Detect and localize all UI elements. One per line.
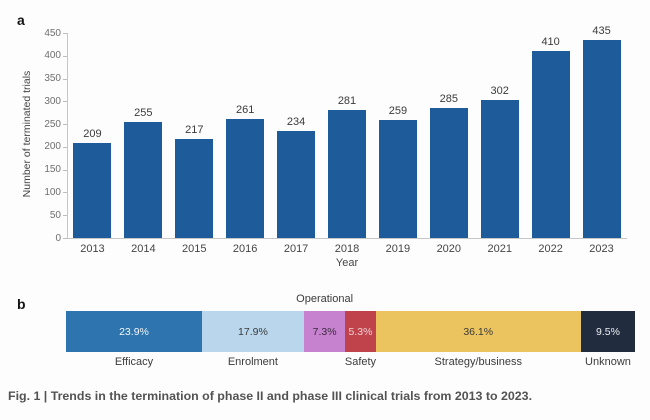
y-tick-mark	[63, 192, 67, 194]
y-tick-label: 200	[44, 141, 61, 153]
bar	[429, 108, 468, 238]
figure-caption: Fig. 1 | Trends in the termination of ph…	[8, 389, 533, 403]
bar-value-label: 410	[541, 36, 560, 49]
bar-value-label: 234	[286, 116, 306, 129]
x-tick-label: 2018	[334, 243, 360, 255]
bar-value-label: 302	[490, 85, 509, 98]
x-tick-label: 2014	[131, 243, 156, 255]
bar-value-label: 217	[185, 124, 204, 137]
segment-name-label: Efficacy	[114, 356, 154, 368]
segment-name-label: Enrolment	[227, 356, 278, 368]
y-tick-mark	[63, 78, 67, 80]
x-tick-label: 2023	[589, 243, 614, 255]
bar	[531, 51, 570, 238]
bar	[226, 119, 265, 238]
bar	[582, 39, 621, 238]
bar	[124, 121, 163, 238]
y-axis-line	[67, 33, 68, 238]
y-tick-label: 0	[55, 232, 61, 244]
stacked-segment-strategy-business: 36.1%	[375, 311, 581, 352]
segment-name-label: Operational	[296, 293, 354, 305]
y-axis-title: Number of terminated trials	[21, 70, 33, 198]
y-tick-label: 150	[44, 164, 61, 176]
y-tick-label: 300	[44, 95, 61, 107]
stacked-segment-efficacy: 23.9%	[66, 311, 202, 352]
bar	[175, 139, 214, 238]
panel-b-label: b	[17, 296, 26, 312]
y-tick-label: 50	[49, 209, 61, 221]
bar-value-label: 209	[83, 127, 102, 140]
stacked-segment-unknown: 9.5%	[580, 311, 635, 352]
stacked-bar: 23.9% 17.9% 7.3% 5.3% 36.1% 9.5%	[66, 311, 635, 352]
y-tick-mark	[63, 238, 67, 239]
y-tick-label: 350	[44, 73, 61, 85]
segment-name-label: Strategy/business	[434, 356, 522, 368]
x-tick-label: 2021	[487, 243, 512, 255]
bar-value-label: 435	[592, 24, 611, 37]
bar-value-label: 259	[388, 105, 408, 117]
y-tick-mark	[63, 169, 67, 171]
bar	[480, 100, 519, 238]
panel-a-label: a	[17, 12, 25, 28]
y-tick-mark	[63, 146, 67, 148]
x-tick-label: 2016	[232, 243, 258, 255]
bar-value-label: 281	[337, 94, 357, 107]
segment-name-label: Safety	[344, 356, 377, 368]
y-tick-mark	[63, 124, 67, 126]
stacked-segment-safety: 5.3%	[345, 311, 376, 352]
x-axis-title: Year	[335, 257, 359, 269]
x-tick-label: 2015	[182, 243, 207, 255]
y-tick-label: 400	[44, 50, 61, 62]
x-tick-label: 2019	[385, 243, 411, 255]
segment-name-label: Unknown	[585, 356, 631, 368]
stacked-segment-operational: 7.3%	[303, 311, 346, 352]
bar	[328, 109, 366, 238]
bar-value-label: 261	[235, 104, 255, 117]
y-tick-label: 450	[44, 27, 61, 39]
stacked-segment-enrolment: 17.9%	[201, 311, 304, 352]
y-tick-label: 250	[44, 118, 61, 130]
x-tick-label: 2017	[283, 243, 309, 255]
bar	[378, 120, 417, 238]
x-tick-label: 2013	[80, 243, 105, 255]
x-axis-line	[67, 238, 627, 239]
y-tick-label: 100	[44, 186, 61, 198]
bar-value-label: 255	[134, 106, 153, 119]
bar	[277, 131, 316, 238]
y-tick-mark	[63, 101, 67, 103]
bar	[73, 142, 112, 238]
x-tick-label: 2020	[436, 243, 462, 255]
bar-value-label: 285	[439, 93, 458, 106]
y-tick-mark	[63, 55, 67, 57]
y-tick-mark	[63, 215, 67, 217]
y-tick-mark	[63, 33, 67, 34]
x-tick-label: 2022	[538, 243, 563, 255]
